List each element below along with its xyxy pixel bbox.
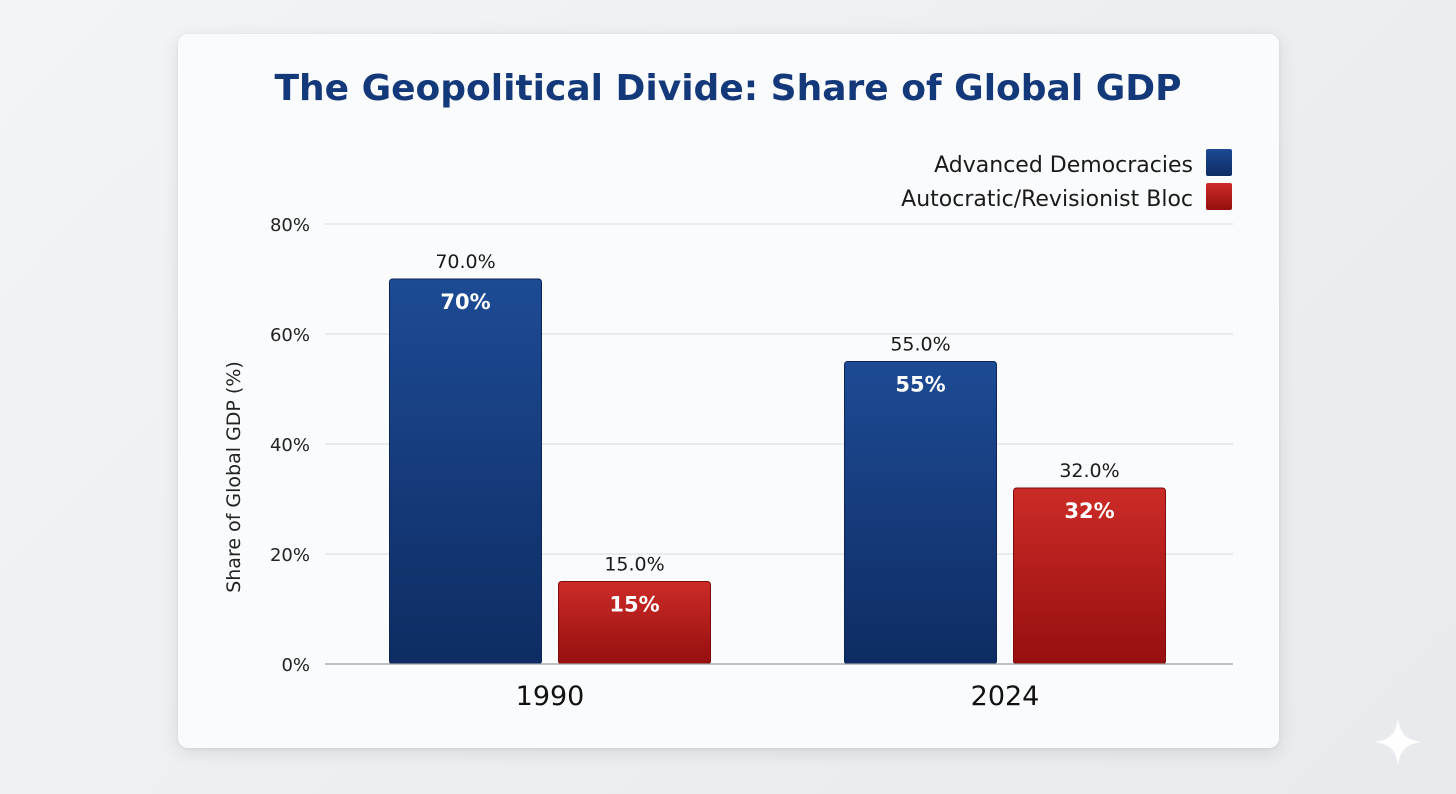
x-axis-categories: 1990 2024 [516, 681, 1040, 712]
x-category-label: 1990 [516, 681, 585, 712]
bar-advanced-democracies-1990 [389, 278, 542, 665]
bar-value-label: 70.0% [435, 251, 495, 273]
y-axis-ticks: 0% 20% 40% 60% 80% [270, 215, 310, 676]
bar-value-label: 32.0% [1059, 460, 1119, 482]
bar-value-label: 55.0% [890, 334, 950, 356]
legend: Advanced Democracies Autocratic/Revision… [901, 149, 1232, 212]
chart-card: The Geopolitical Divide: Share of Global… [178, 34, 1279, 748]
bar-value-label: 15.0% [604, 554, 664, 576]
chart-svg: The Geopolitical Divide: Share of Global… [223, 68, 1233, 712]
x-category-label: 2024 [971, 681, 1040, 712]
chart-title: The Geopolitical Divide: Share of Global… [274, 68, 1181, 109]
y-axis-label: Share of Global GDP (%) [223, 361, 245, 593]
bars: 70.0% 70% 15.0% 15% 55.0% 55% 32.0% 32% [389, 251, 1166, 665]
legend-swatch-advanced-democracies [1206, 149, 1232, 176]
bar-inner-label: 70% [440, 290, 490, 314]
bar-inner-label: 55% [895, 373, 945, 397]
bar-inner-label: 15% [609, 593, 659, 617]
bar-inner-label: 32% [1064, 499, 1114, 523]
y-tick-label: 40% [270, 435, 310, 456]
bar-advanced-democracies-2024 [844, 361, 997, 665]
sparkle-icon [1374, 718, 1422, 766]
y-tick-label: 0% [281, 655, 310, 676]
legend-swatch-autocratic-bloc [1206, 183, 1232, 210]
legend-label-advanced-democracies: Advanced Democracies [934, 153, 1193, 178]
y-tick-label: 20% [270, 545, 310, 566]
legend-label-autocratic-bloc: Autocratic/Revisionist Bloc [901, 187, 1193, 212]
y-tick-label: 80% [270, 215, 310, 236]
y-tick-label: 60% [270, 325, 310, 346]
